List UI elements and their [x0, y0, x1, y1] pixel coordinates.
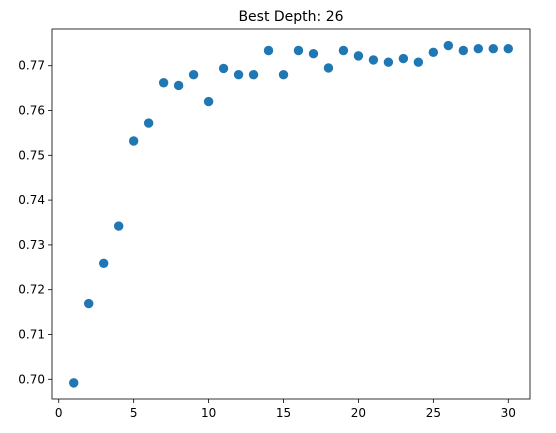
- data-point: [99, 258, 109, 268]
- data-point: [173, 80, 184, 91]
- data-point: [338, 45, 349, 56]
- data-point: [473, 44, 483, 54]
- x-tick-label: 10: [201, 406, 216, 420]
- data-point: [503, 44, 513, 54]
- data-point: [368, 55, 379, 65]
- data-point: [128, 136, 139, 146]
- y-tick-label: 0.72: [18, 283, 45, 297]
- y-tick-label: 0.71: [18, 327, 45, 341]
- data-point: [293, 45, 304, 56]
- x-tick-label: 5: [130, 406, 138, 420]
- y-tick-label: 0.73: [18, 238, 45, 252]
- plot-area-frame: [51, 28, 531, 400]
- y-tick-label: 0.75: [18, 148, 45, 162]
- data-point: [248, 69, 259, 80]
- x-tick-label: 30: [501, 406, 516, 420]
- data-point: [428, 47, 439, 57]
- data-point: [84, 298, 94, 309]
- x-tick-label: 0: [55, 406, 63, 420]
- y-axis-ticks: 0.70 0.71 0.72 0.73 0.74 0.75 0.76 0.77: [18, 59, 52, 386]
- y-tick-label: 0.76: [18, 104, 45, 118]
- chart-title: Best Depth: 26: [238, 9, 343, 25]
- data-point: [113, 221, 124, 231]
- data-point: [353, 51, 364, 61]
- data-point: [398, 53, 409, 64]
- data-point: [413, 57, 424, 67]
- data-point: [203, 96, 214, 107]
- data-point: [488, 44, 498, 54]
- data-point: [233, 69, 244, 80]
- data-point: [323, 63, 334, 73]
- x-tick-label: 20: [351, 406, 366, 420]
- y-tick-label: 0.70: [18, 372, 45, 386]
- data-point: [443, 40, 454, 51]
- data-points: [69, 40, 513, 388]
- x-tick-label: 15: [276, 406, 291, 420]
- data-point: [158, 78, 169, 88]
- x-axis-ticks: 0 5 10 15 20 25 30: [55, 399, 516, 420]
- data-point: [69, 378, 79, 388]
- y-tick-label: 0.74: [18, 193, 45, 207]
- data-point: [278, 69, 289, 80]
- data-point: [263, 45, 274, 56]
- x-tick-label: 25: [426, 406, 441, 420]
- data-point: [383, 57, 394, 67]
- data-point: [218, 63, 229, 74]
- data-point: [458, 45, 469, 56]
- data-point: [188, 69, 199, 80]
- y-tick-label: 0.77: [18, 59, 45, 73]
- data-point: [143, 118, 154, 128]
- data-point: [308, 48, 319, 59]
